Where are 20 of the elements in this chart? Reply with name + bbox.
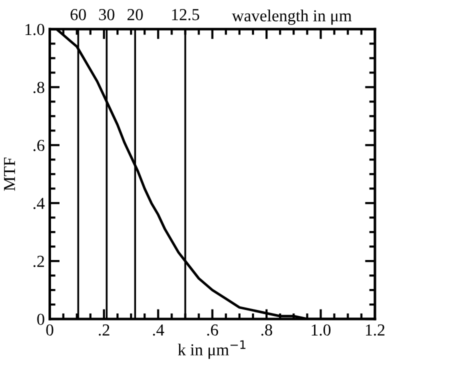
x-axis-title: k in μm$^{−1}$ xyxy=(178,340,246,359)
y-tick-label: .2 xyxy=(34,256,44,268)
annotation: 12.5 xyxy=(172,9,200,20)
x-tick-label: .6 xyxy=(207,324,218,336)
y-tick-label: 0 xyxy=(37,314,44,325)
x-tick-label: 1.2 xyxy=(366,324,384,336)
y-tick-label: .6 xyxy=(34,140,44,152)
x-tick-label: .4 xyxy=(153,324,164,336)
x-tick-label: 1.0 xyxy=(312,324,331,336)
annotation: 20 xyxy=(128,8,143,20)
annotation: 30 xyxy=(99,8,114,20)
text: wavelength in μm xyxy=(232,10,352,25)
x-tick-label: 0 xyxy=(46,324,54,336)
annotation: 60 xyxy=(70,8,86,20)
y-tick-label: .4 xyxy=(34,198,45,210)
y-axis-title: MTF xyxy=(4,158,15,191)
y-tick-label: 1.0 xyxy=(26,24,44,36)
y-tick-label: .8 xyxy=(34,82,44,94)
x-tick-label: .8 xyxy=(261,324,272,336)
x-tick-label: .2 xyxy=(98,324,110,336)
